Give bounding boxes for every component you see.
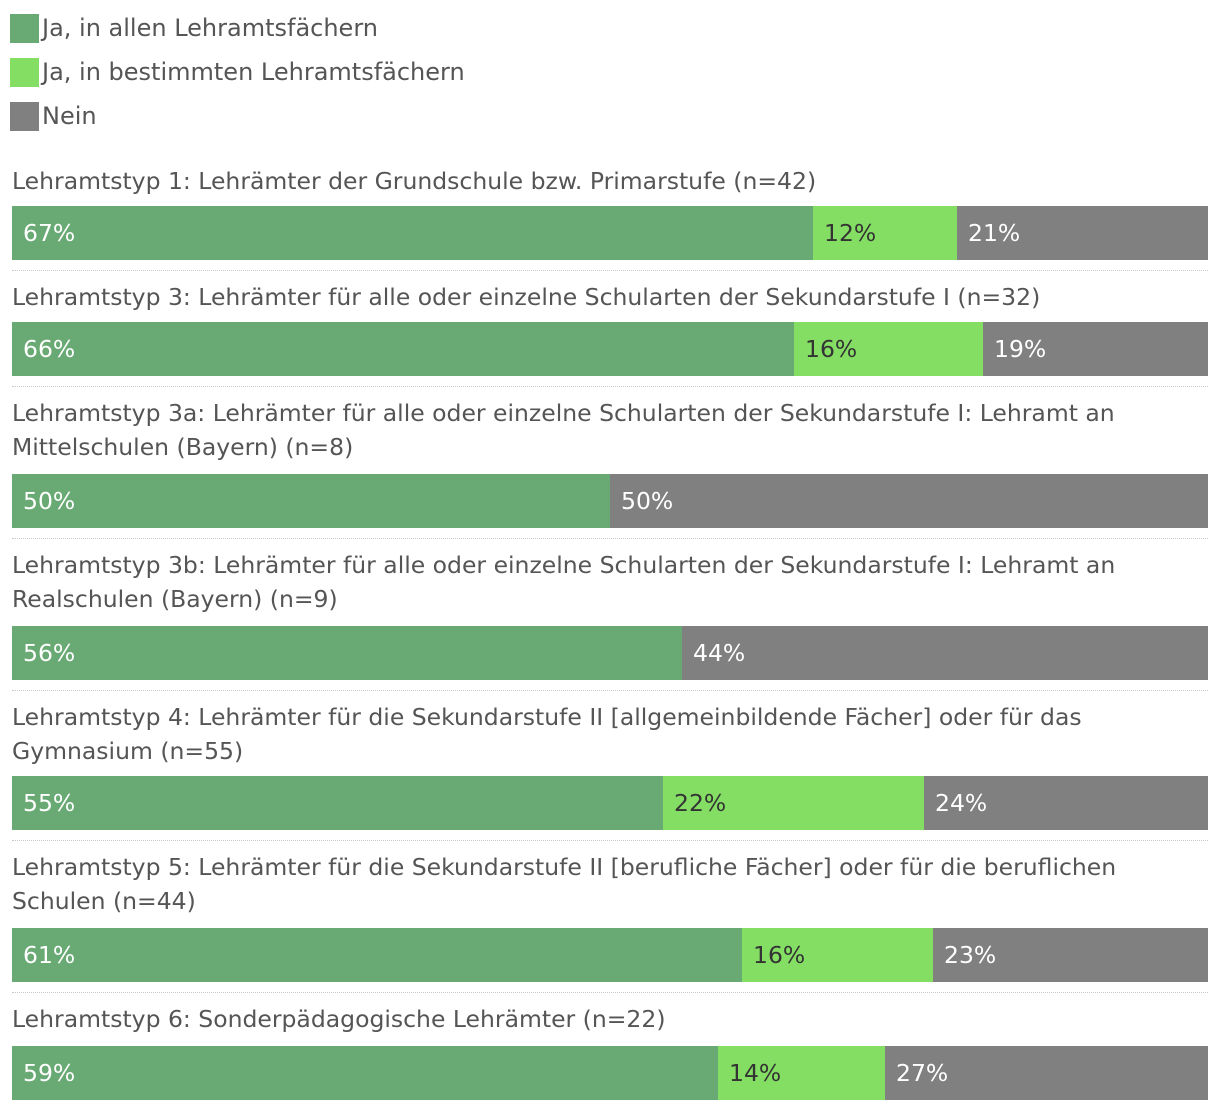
bar-segment-all: 56% xyxy=(12,626,682,680)
legend-swatch-none xyxy=(10,102,39,131)
legend-swatch-some xyxy=(10,58,39,87)
legend-item-all: Ja, in allen Lehramtsfächern xyxy=(10,10,465,54)
stacked-bar: 59% 14% 27% xyxy=(12,1046,1208,1100)
category-label: Lehramtstyp 3a: Lehrämter für alle oder … xyxy=(12,399,1115,461)
bar-segment-none: 19% xyxy=(983,322,1208,376)
legend-item-some: Ja, in bestimmten Lehramtsfächern xyxy=(10,54,465,98)
bar-segment-all: 66% xyxy=(12,322,794,376)
stacked-bar: 56% 44% xyxy=(12,626,1208,680)
category-label: Lehramtstyp 3b: Lehrämter für alle oder … xyxy=(12,551,1116,613)
legend-label-none: Nein xyxy=(42,102,97,130)
stacked-bar: 55% 22% 24% xyxy=(12,776,1208,830)
bar-segment-none: 21% xyxy=(957,206,1208,260)
row-divider xyxy=(12,992,1208,993)
bar-segment-none: 50% xyxy=(610,474,1208,528)
legend-item-none: Nein xyxy=(10,98,465,142)
row-divider xyxy=(12,386,1208,387)
row-divider xyxy=(12,538,1208,539)
bar-segment-none: 44% xyxy=(682,626,1208,680)
legend-label-some: Ja, in bestimmten Lehramtsfächern xyxy=(42,58,465,86)
bar-segment-none: 27% xyxy=(885,1046,1208,1100)
bar-segment-some: 12% xyxy=(813,206,957,260)
bar-segment-some: 16% xyxy=(794,322,983,376)
category-label: Lehramtstyp 6: Sonderpädagogische Lehräm… xyxy=(12,1005,666,1033)
bar-segment-all: 55% xyxy=(12,776,663,830)
stacked-bar: 50% 50% xyxy=(12,474,1208,528)
legend-label-all: Ja, in allen Lehramtsfächern xyxy=(42,14,378,42)
row-divider xyxy=(12,840,1208,841)
category-label: Lehramtstyp 1: Lehrämter der Grundschule… xyxy=(12,167,817,195)
bar-segment-all: 61% xyxy=(12,928,742,982)
bar-segment-some: 22% xyxy=(663,776,924,830)
bar-segment-none: 24% xyxy=(924,776,1208,830)
legend-swatch-all xyxy=(10,14,39,43)
category-label: Lehramtstyp 3: Lehrämter für alle oder e… xyxy=(12,283,1041,311)
row-divider xyxy=(12,690,1208,691)
bar-segment-all: 67% xyxy=(12,206,813,260)
category-label: Lehramtstyp 4: Lehrämter für die Sekunda… xyxy=(12,703,1082,765)
bar-segment-all: 59% xyxy=(12,1046,718,1100)
bar-segment-none: 23% xyxy=(933,928,1208,982)
stacked-bar: 66% 16% 19% xyxy=(12,322,1208,376)
stacked-bar: 61% 16% 23% xyxy=(12,928,1208,982)
bar-segment-some: 14% xyxy=(718,1046,885,1100)
category-label: Lehramtstyp 5: Lehrämter für die Sekunda… xyxy=(12,853,1117,915)
chart-legend: Ja, in allen Lehramtsfächern Ja, in besti… xyxy=(10,10,465,142)
bar-segment-some: 16% xyxy=(742,928,933,982)
stacked-bar: 67% 12% 21% xyxy=(12,206,1208,260)
bar-segment-all: 50% xyxy=(12,474,610,528)
row-divider xyxy=(12,270,1208,271)
